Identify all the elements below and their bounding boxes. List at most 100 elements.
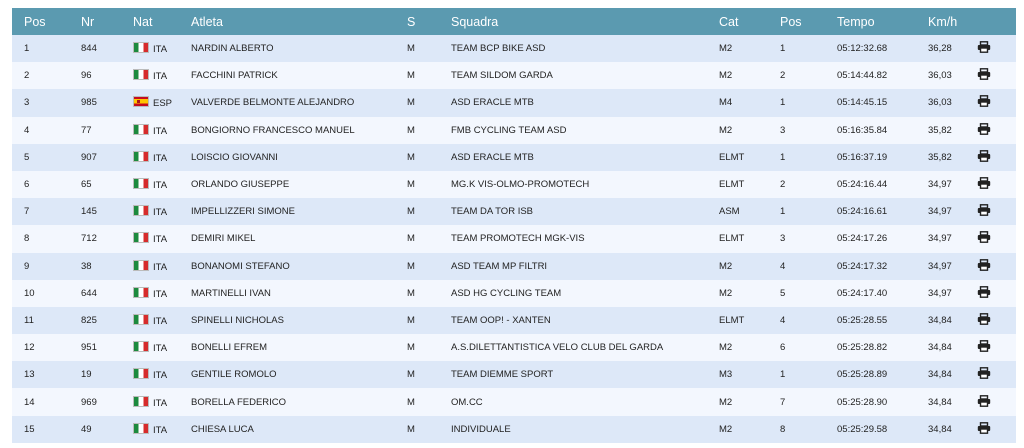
printer-icon[interactable]: [977, 204, 991, 217]
cell-tempo: 05:24:17.32: [837, 260, 888, 272]
cell-sex: M: [407, 287, 415, 299]
cell-pos: 1: [24, 43, 30, 55]
cell-pos: 13: [24, 369, 35, 381]
col-header-kmh[interactable]: Km/h: [928, 14, 958, 29]
cell-tempo: 05:25:28.89: [837, 369, 888, 381]
printer-icon[interactable]: [977, 41, 991, 53]
table-row[interactable]: 9 38 ITA BONANOMI STEFANO M ASD TEAM MP FILTR…: [12, 252, 1016, 280]
cell-atleta: BONELLI EFREM: [191, 342, 268, 354]
nat-code: ITA: [153, 424, 168, 436]
table-row[interactable]: 2 96 ITA FACCHINI PATRICK M TEAM SILDOM GARDA…: [12, 62, 1016, 90]
cell-kmh: 34,84: [928, 423, 952, 435]
cell-pos: 15: [24, 423, 35, 435]
printer-icon[interactable]: [977, 367, 991, 380]
italy-flag-icon: [133, 123, 149, 135]
cell-cat: ASM: [719, 206, 740, 218]
printer-icon[interactable]: [977, 95, 991, 108]
cell-nat: ESP: [121, 89, 179, 116]
cell-nr: 38: [81, 260, 92, 272]
italy-flag-icon: [133, 286, 149, 298]
table-row[interactable]: 7 145 ITA IMPELLIZZERI SIMONE M TEAM DA TOR I…: [12, 198, 1016, 226]
cell-tempo: 05:14:45.15: [837, 97, 888, 109]
cell-print: [977, 171, 1016, 198]
col-header-cat[interactable]: Cat: [719, 14, 739, 29]
printer-icon[interactable]: [977, 68, 991, 81]
cell-atleta: BORELLA FEDERICO: [191, 396, 287, 408]
spain-flag-icon: [133, 96, 149, 108]
printer-icon[interactable]: [977, 258, 991, 271]
cell-nr: 712: [81, 233, 97, 245]
cell-kmh: 36,28: [928, 43, 952, 55]
cell-squadra: ASD ERACLE MTB: [451, 97, 534, 109]
cell-pos: 4: [24, 124, 30, 136]
cell-sex: M: [407, 396, 415, 408]
col-header-pos[interactable]: Pos: [24, 14, 46, 29]
cell-atleta: SPINELLI NICHOLAS: [191, 314, 284, 326]
cell-sex: M: [407, 70, 415, 82]
cell-print: [977, 144, 1016, 171]
cell-nat: ITA: [121, 280, 179, 307]
cell-nat: ITA: [121, 144, 179, 171]
printer-icon[interactable]: [977, 340, 991, 353]
col-header-atleta[interactable]: Atleta: [191, 14, 223, 29]
cell-cat: M2: [719, 124, 733, 136]
results-table-container: Pos Nr Nat Atleta S Squadra Cat Pos Temp…: [12, 8, 1016, 443]
col-header-cat-pos[interactable]: Pos: [780, 14, 802, 29]
cell-tempo: 05:25:29.58: [837, 423, 888, 435]
printer-icon[interactable]: [977, 177, 991, 189]
cell-nr: 644: [81, 287, 97, 299]
cell-cat: M2: [719, 287, 733, 299]
cell-squadra: ASD TEAM MP FILTRI: [451, 260, 548, 272]
printer-icon[interactable]: [977, 394, 991, 407]
table-row[interactable]: 6 65 ITA ORLANDO GIUSEPPE M MG.K VIS-OLMO-PRO…: [12, 170, 1016, 199]
italy-flag-icon: [133, 69, 149, 81]
col-header-actions: [977, 8, 1016, 35]
col-header-sex[interactable]: S: [407, 14, 416, 29]
cell-cat: M4: [719, 97, 733, 109]
italy-flag-icon: [133, 368, 149, 380]
table-row[interactable]: 4 77 ITA BONGIORNO FRANCESCO MANUEL M FMB CYC…: [12, 116, 1016, 144]
printer-icon[interactable]: [977, 285, 991, 298]
table-row[interactable]: 5 907 ITA LOISCIO GIOVANNI M ASD ERACLE MTB EL…: [12, 143, 1016, 171]
italy-flag-icon: [133, 205, 149, 217]
italy-flag-icon: [133, 232, 149, 244]
col-header-nr[interactable]: Nr: [81, 14, 95, 29]
cell-squadra: TEAM DIEMME SPORT: [451, 369, 554, 381]
printer-icon[interactable]: [977, 122, 991, 135]
table-row[interactable]: 12 951 ITA BONELLI EFREM M A.S.DILETTANTISTIC…: [12, 334, 1016, 362]
printer-icon[interactable]: [977, 313, 991, 325]
table-row[interactable]: 14 969 ITA BORELLA FEDERICO M OM.CC M2 7 05:25:2…: [12, 388, 1016, 416]
cell-kmh: 34,84: [928, 314, 952, 326]
col-header-nat[interactable]: Nat: [133, 14, 153, 29]
cell-tempo: 05:24:16.44: [837, 179, 888, 191]
table-row[interactable]: 15 49 ITA CHIESA LUCA M INDIVIDUALE M2 8 05:25:2…: [12, 415, 1016, 443]
cell-nr: 844: [81, 43, 97, 55]
table-row[interactable]: 10 644 ITA MARTINELLI IVAN M ASD HG CYCLING T…: [12, 279, 1016, 307]
cell-print: [977, 416, 1016, 443]
cell-atleta: VALVERDE BELMONTE ALEJANDRO: [191, 97, 355, 109]
nat-code: ITA: [153, 261, 168, 273]
cell-tempo: 05:24:16.61: [837, 206, 888, 218]
cell-nat: ITA: [121, 253, 179, 280]
cell-squadra: FMB CYCLING TEAM ASD: [451, 124, 567, 136]
cell-cat-pos: 4: [780, 260, 786, 272]
printer-icon[interactable]: [977, 231, 991, 244]
cell-kmh: 35,82: [928, 151, 952, 163]
cell-print: [977, 225, 1016, 252]
table-row[interactable]: 8 712 ITA DEMIRI MIKEL M TEAM PROMOTECH MGK-V…: [12, 225, 1016, 253]
col-header-tempo[interactable]: Tempo: [837, 14, 875, 29]
cell-pos: 10: [24, 287, 35, 299]
table-row[interactable]: 1 844 ITA NARDIN ALBERTO M TEAM BCP BIKE ASD M…: [12, 35, 1016, 63]
cell-squadra: TEAM PROMOTECH MGK-VIS: [451, 233, 585, 245]
cell-nat: ITA: [121, 198, 179, 225]
printer-icon[interactable]: [977, 421, 991, 434]
table-row[interactable]: 11 825 ITA SPINELLI NICHOLAS M TEAM OOP! - XA…: [12, 306, 1016, 335]
table-row[interactable]: 13 19 ITA GENTILE ROMOLO M TEAM DIEMME SPORT M…: [12, 361, 1016, 389]
printer-icon[interactable]: [977, 149, 991, 162]
italy-flag-icon: [133, 150, 149, 162]
cell-atleta: FACCHINI PATRICK: [191, 70, 278, 82]
col-header-squadra[interactable]: Squadra: [451, 14, 499, 29]
cell-cat-pos: 2: [780, 70, 786, 82]
table-row[interactable]: 3 985 ESP VALVERDE BELMONTE ALEJANDRO M ASD E…: [12, 89, 1016, 117]
cell-squadra: TEAM SILDOM GARDA: [451, 70, 553, 82]
